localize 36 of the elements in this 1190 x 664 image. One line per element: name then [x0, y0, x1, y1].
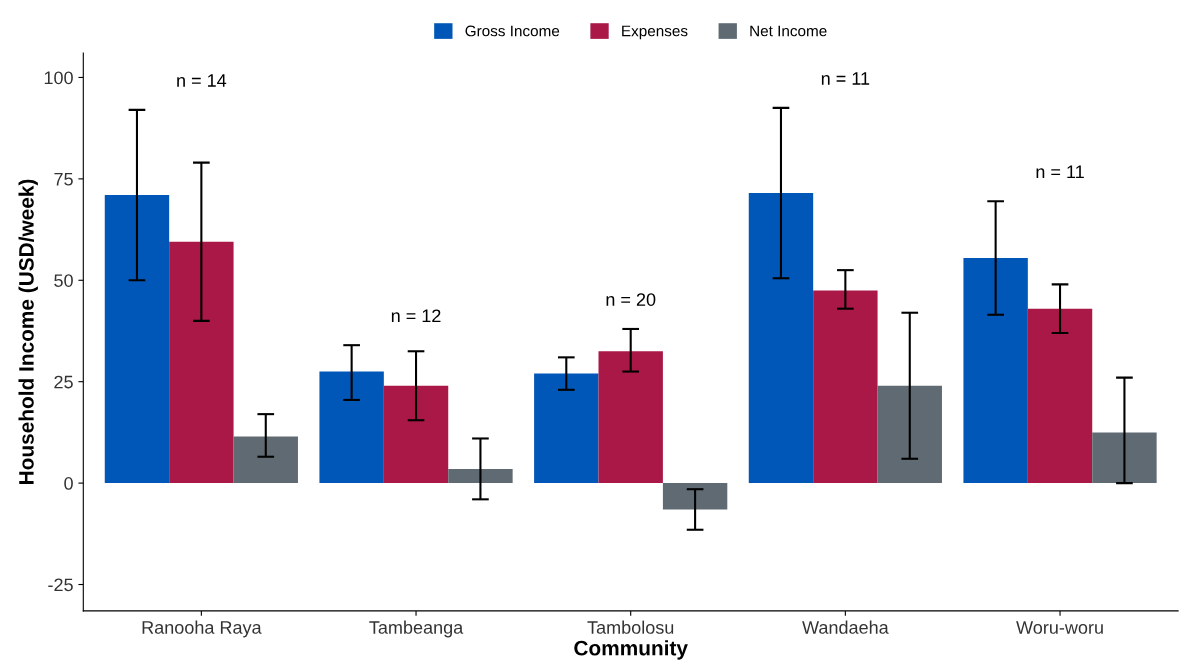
x-tick-label: Tambeanga	[369, 620, 464, 638]
annotation: n = 12	[391, 309, 441, 322]
bar	[169, 241, 234, 484]
bar	[383, 385, 449, 484]
legend-label: Gross Income	[465, 25, 560, 37]
y-tick-label: 100	[44, 71, 73, 85]
x-tick-label: Woru-woru	[1016, 621, 1103, 634]
bar	[319, 371, 384, 484]
annotation: n = 11	[821, 72, 870, 85]
y-tick-label: 0	[64, 477, 73, 490]
annotation: n = 20	[606, 293, 656, 306]
y-tick-label: -25	[48, 578, 73, 592]
bar	[963, 257, 1028, 484]
bar	[748, 193, 814, 484]
y-tick-label: 50	[54, 274, 73, 287]
bar	[662, 483, 728, 510]
y-axis-title: Household Income (USD/week)	[18, 179, 38, 484]
legend-label: Expenses	[622, 25, 688, 40]
x-tick-label: Wandaeha	[802, 620, 889, 634]
bar	[233, 436, 298, 484]
x-tick-label: Ranooha Raya	[142, 620, 262, 638]
y-tick-label: 75	[54, 172, 73, 186]
bar	[104, 195, 170, 484]
y-tick-label: 25	[54, 375, 73, 389]
annotation: n = 14	[177, 74, 227, 87]
x-axis-title: Community	[574, 640, 688, 660]
bar	[534, 373, 599, 484]
x-tick-label: Tambolosu	[587, 620, 674, 634]
bar	[448, 468, 513, 484]
bar	[813, 290, 878, 484]
bar	[1027, 308, 1093, 484]
legend-label: Net Income	[750, 25, 827, 37]
annotation: n = 11	[1036, 165, 1084, 178]
bar	[1092, 432, 1157, 484]
bar	[877, 385, 942, 484]
bar	[598, 351, 663, 484]
